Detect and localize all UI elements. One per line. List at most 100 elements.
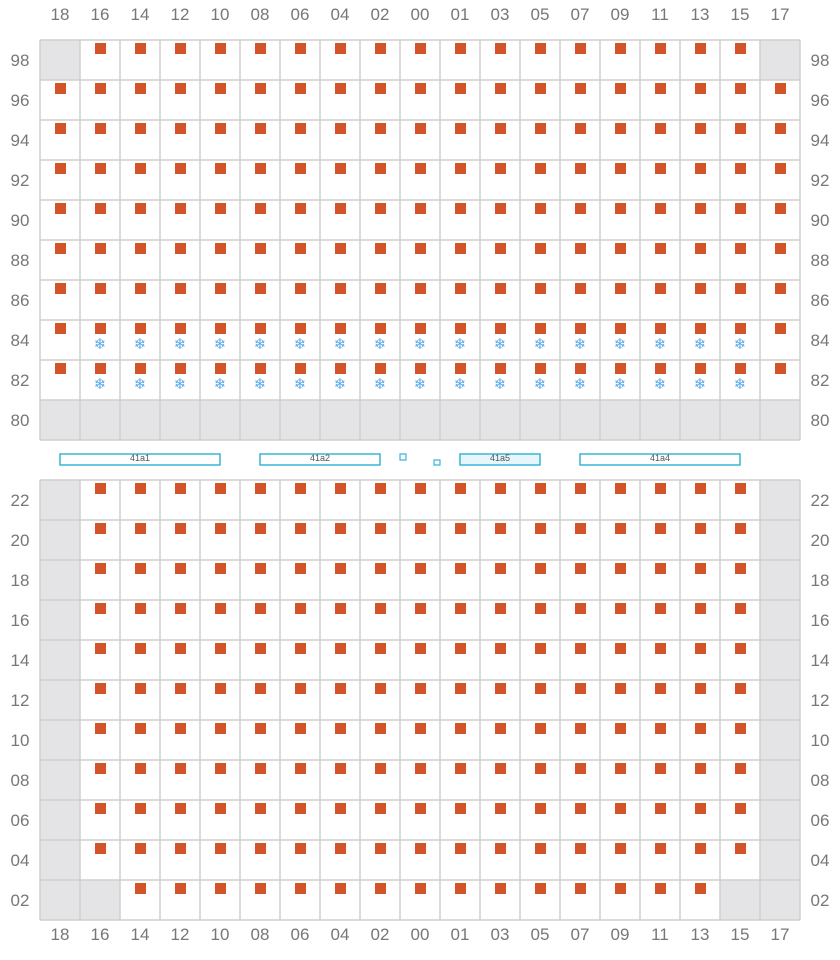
bay-label: 41a5 bbox=[490, 453, 510, 463]
occupied-square-icon bbox=[335, 323, 346, 334]
grey-cell bbox=[760, 680, 800, 720]
row-label: 80 bbox=[811, 411, 830, 430]
grey-cell bbox=[560, 400, 600, 440]
occupied-square-icon bbox=[455, 363, 466, 374]
occupied-square-icon bbox=[335, 483, 346, 494]
grey-cell bbox=[120, 400, 160, 440]
grey-cell bbox=[760, 400, 800, 440]
occupied-square-icon bbox=[655, 123, 666, 134]
occupied-square-icon bbox=[55, 163, 66, 174]
occupied-square-icon bbox=[215, 43, 226, 54]
occupied-square-icon bbox=[175, 83, 186, 94]
occupied-square-icon bbox=[335, 363, 346, 374]
snowflake-icon: ❄ bbox=[294, 335, 307, 353]
grey-cell bbox=[240, 400, 280, 440]
occupied-square-icon bbox=[615, 363, 626, 374]
snowflake-icon: ❄ bbox=[214, 375, 227, 393]
occupied-square-icon bbox=[415, 563, 426, 574]
row-label: 96 bbox=[11, 91, 30, 110]
occupied-square-icon bbox=[575, 43, 586, 54]
occupied-square-icon bbox=[375, 43, 386, 54]
occupied-square-icon bbox=[335, 523, 346, 534]
occupied-square-icon bbox=[175, 883, 186, 894]
snowflake-icon: ❄ bbox=[534, 375, 547, 393]
occupied-square-icon bbox=[295, 323, 306, 334]
occupied-square-icon bbox=[375, 643, 386, 654]
occupied-square-icon bbox=[135, 283, 146, 294]
occupied-square-icon bbox=[55, 363, 66, 374]
occupied-square-icon bbox=[735, 43, 746, 54]
occupied-square-icon bbox=[655, 643, 666, 654]
column-label: 11 bbox=[651, 5, 669, 24]
occupied-square-icon bbox=[215, 843, 226, 854]
snowflake-icon: ❄ bbox=[654, 375, 667, 393]
occupied-square-icon bbox=[655, 603, 666, 614]
snowflake-icon: ❄ bbox=[454, 335, 467, 353]
occupied-square-icon bbox=[575, 203, 586, 214]
column-label: 08 bbox=[251, 5, 270, 24]
occupied-square-icon bbox=[655, 43, 666, 54]
row-label: 16 bbox=[811, 611, 830, 630]
column-label: 09 bbox=[611, 5, 630, 24]
grey-cell bbox=[80, 880, 120, 920]
snowflake-icon: ❄ bbox=[94, 375, 107, 393]
column-label: 03 bbox=[491, 5, 510, 24]
occupied-square-icon bbox=[455, 523, 466, 534]
column-label: 00 bbox=[411, 925, 430, 944]
occupied-square-icon bbox=[575, 723, 586, 734]
occupied-square-icon bbox=[415, 883, 426, 894]
occupied-square-icon bbox=[175, 803, 186, 814]
snowflake-icon: ❄ bbox=[574, 375, 587, 393]
occupied-square-icon bbox=[455, 763, 466, 774]
snowflake-icon: ❄ bbox=[134, 335, 147, 353]
occupied-square-icon bbox=[55, 243, 66, 254]
row-label: 02 bbox=[11, 891, 30, 910]
column-label: 02 bbox=[371, 5, 390, 24]
column-label: 07 bbox=[571, 925, 590, 944]
row-label: 86 bbox=[811, 291, 830, 310]
occupied-square-icon bbox=[575, 283, 586, 294]
occupied-square-icon bbox=[295, 563, 306, 574]
occupied-square-icon bbox=[615, 883, 626, 894]
occupied-square-icon bbox=[775, 163, 786, 174]
occupied-square-icon bbox=[575, 163, 586, 174]
bay-label: 41a1 bbox=[130, 453, 150, 463]
occupied-square-icon bbox=[695, 83, 706, 94]
column-label: 18 bbox=[51, 5, 70, 24]
occupied-square-icon bbox=[575, 563, 586, 574]
occupied-square-icon bbox=[215, 563, 226, 574]
occupied-square-icon bbox=[575, 243, 586, 254]
occupied-square-icon bbox=[655, 363, 666, 374]
occupied-square-icon bbox=[215, 483, 226, 494]
occupied-square-icon bbox=[215, 323, 226, 334]
row-label: 94 bbox=[811, 131, 830, 150]
occupied-square-icon bbox=[255, 323, 266, 334]
occupied-square-icon bbox=[295, 363, 306, 374]
occupied-square-icon bbox=[255, 363, 266, 374]
occupied-square-icon bbox=[55, 203, 66, 214]
grey-cell bbox=[40, 840, 80, 880]
occupied-square-icon bbox=[295, 203, 306, 214]
occupied-square-icon bbox=[615, 483, 626, 494]
occupied-square-icon bbox=[95, 843, 106, 854]
occupied-square-icon bbox=[535, 763, 546, 774]
occupied-square-icon bbox=[615, 603, 626, 614]
occupied-square-icon bbox=[735, 563, 746, 574]
column-label: 17 bbox=[771, 5, 790, 24]
grey-cell bbox=[760, 520, 800, 560]
column-label: 10 bbox=[211, 5, 230, 24]
occupied-square-icon bbox=[735, 243, 746, 254]
occupied-square-icon bbox=[535, 483, 546, 494]
occupied-square-icon bbox=[415, 683, 426, 694]
column-label: 04 bbox=[331, 5, 350, 24]
occupied-square-icon bbox=[335, 843, 346, 854]
occupied-square-icon bbox=[95, 243, 106, 254]
occupied-square-icon bbox=[535, 803, 546, 814]
occupied-square-icon bbox=[455, 683, 466, 694]
occupied-square-icon bbox=[55, 123, 66, 134]
occupied-square-icon bbox=[495, 803, 506, 814]
occupied-square-icon bbox=[295, 643, 306, 654]
occupied-square-icon bbox=[135, 563, 146, 574]
grey-cell bbox=[760, 840, 800, 880]
occupied-square-icon bbox=[135, 723, 146, 734]
